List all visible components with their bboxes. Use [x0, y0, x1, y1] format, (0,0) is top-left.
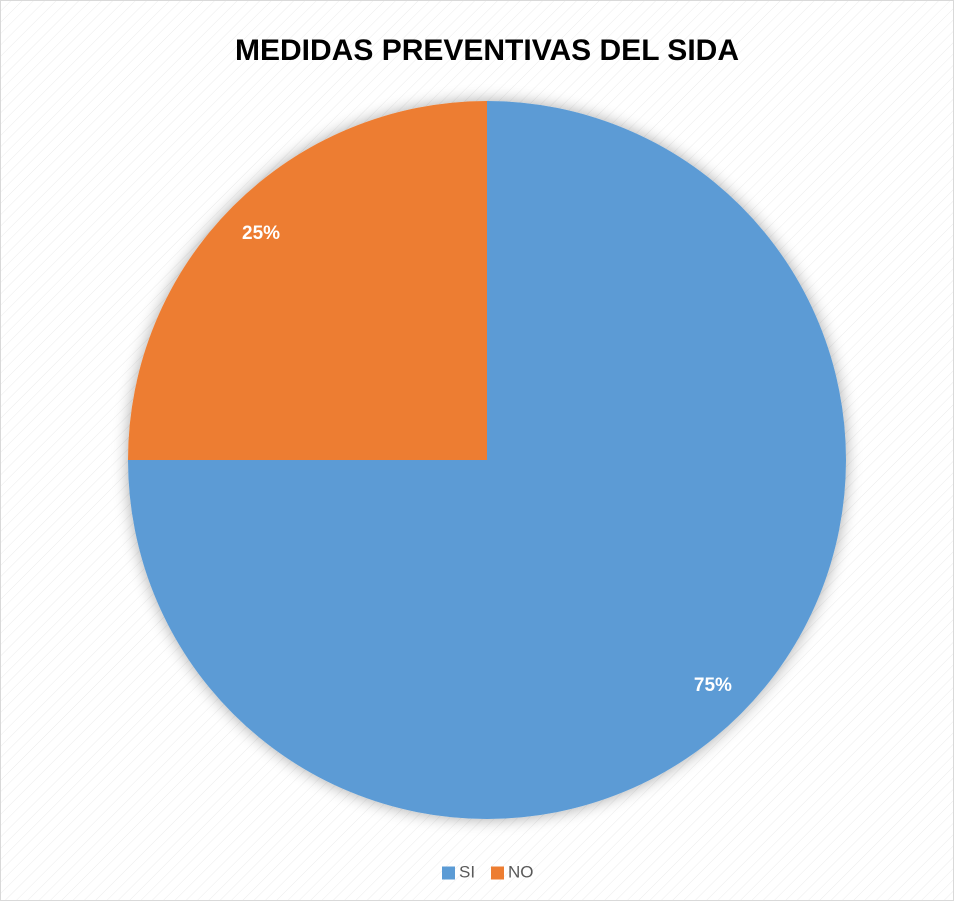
- legend-label: NO: [508, 862, 534, 881]
- legend-swatch: [491, 866, 504, 880]
- legend: SI NO: [442, 862, 534, 881]
- data-labels: 75% 25%: [242, 223, 732, 696]
- data-label: 75%: [694, 675, 732, 696]
- data-label: 25%: [242, 223, 280, 244]
- chart-title: MEDIDAS PREVENTIVAS DEL SIDA: [235, 34, 739, 67]
- legend-swatch: [442, 866, 455, 880]
- pie-slice: [128, 101, 487, 460]
- pie: [128, 101, 846, 819]
- legend-label: SI: [459, 862, 475, 881]
